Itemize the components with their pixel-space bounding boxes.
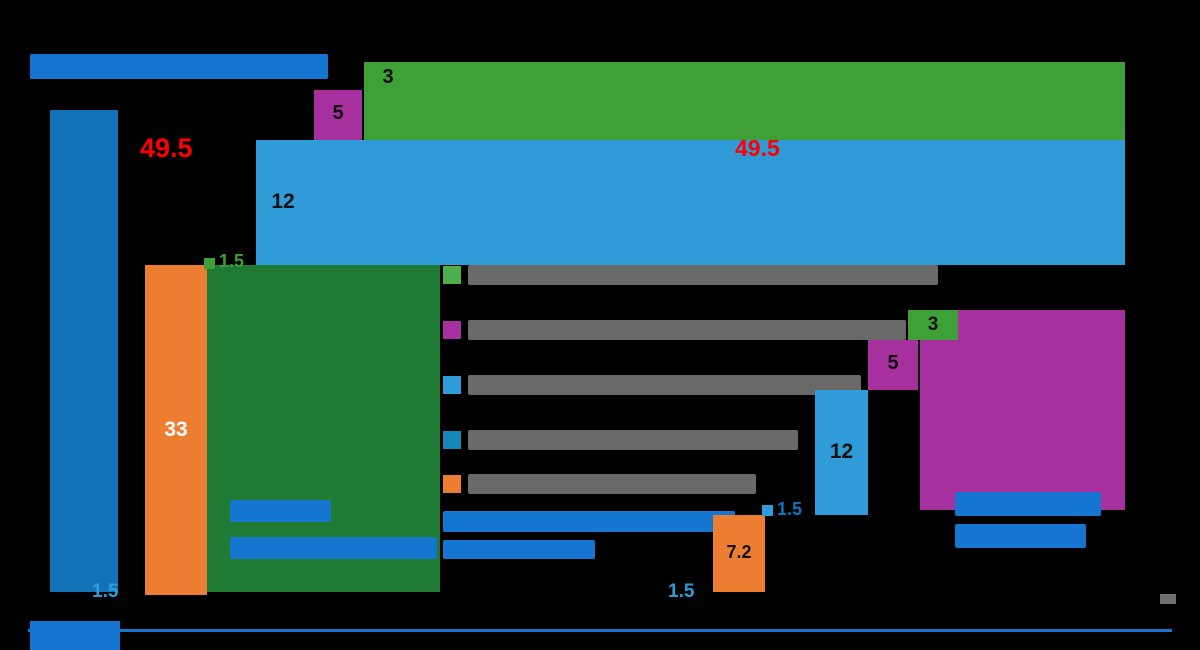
- right-text-redacted-1: [955, 492, 1101, 516]
- top-green-band: [364, 62, 1125, 140]
- footer-logo-block: [30, 621, 120, 650]
- left-orange-value: 33: [164, 418, 188, 441]
- left-orange-bar: [145, 265, 207, 595]
- left-total-callout: 49.5: [140, 133, 193, 163]
- top-light-blue-band: [310, 140, 1125, 265]
- right-green-bar: [908, 310, 958, 340]
- right-total-callout: 49.5: [735, 135, 780, 161]
- footnote-text-redacted-2: [443, 540, 595, 559]
- left-magenta-value: 5: [332, 102, 344, 124]
- legend-label-redacted-4: [468, 430, 798, 450]
- left-lightblue-value: 12: [271, 190, 295, 213]
- legend-swatch-green: [443, 266, 461, 284]
- left-region-text-redacted-1: [230, 500, 331, 522]
- left-main-bar: [50, 110, 118, 592]
- right-orange-value: 7.2: [726, 542, 752, 562]
- legend-swatch-orange: [443, 475, 461, 493]
- left-green-value: 3: [382, 66, 394, 88]
- footnote-text-redacted-1: [443, 511, 735, 532]
- right-magenta-value: 5: [887, 352, 899, 374]
- green-marker-square: [204, 258, 215, 269]
- legend-label-redacted-1: [468, 265, 938, 285]
- legend-label-redacted-2: [468, 320, 906, 340]
- legend-label-redacted-5: [468, 474, 756, 494]
- right-bottom-value: 1.5: [668, 581, 695, 602]
- right-lightblue-bar: [815, 390, 868, 515]
- page-number-mark: [1160, 594, 1176, 604]
- legend-swatch-lightblue: [443, 376, 461, 394]
- right-green-value: 3: [927, 314, 939, 335]
- legend-label-redacted-3: [468, 375, 861, 395]
- legend-swatch-magenta: [443, 321, 461, 339]
- right-small-value: 1.5: [777, 499, 803, 519]
- footer-rule: [28, 629, 1172, 632]
- right-magenta-bar: [868, 340, 918, 390]
- right-magenta-region: [920, 310, 1125, 510]
- left-lightblue-bar: [256, 140, 310, 265]
- blue-marker-square: [762, 505, 773, 516]
- left-green-small-value: 1.5: [219, 251, 245, 271]
- right-lightblue-value: 12: [829, 440, 854, 463]
- left-region-text-redacted-2: [230, 537, 437, 559]
- slide-title-redacted: [30, 54, 328, 79]
- right-text-redacted-2: [955, 524, 1086, 548]
- legend-swatch-teal: [443, 431, 461, 449]
- right-orange-bar: [713, 515, 765, 592]
- left-bottom-value: 1.5: [92, 581, 119, 602]
- left-magenta-bar: [314, 90, 362, 140]
